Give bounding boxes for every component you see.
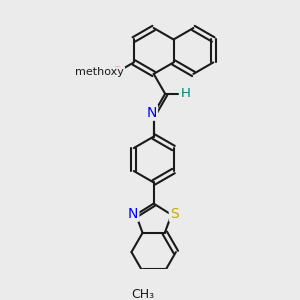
Text: S: S: [170, 207, 178, 221]
Text: N: N: [147, 106, 157, 120]
Text: CH₃: CH₃: [131, 287, 154, 300]
Text: H: H: [181, 87, 191, 100]
Text: methoxy: methoxy: [75, 67, 124, 77]
Text: O: O: [112, 65, 122, 79]
Text: N: N: [128, 207, 138, 221]
